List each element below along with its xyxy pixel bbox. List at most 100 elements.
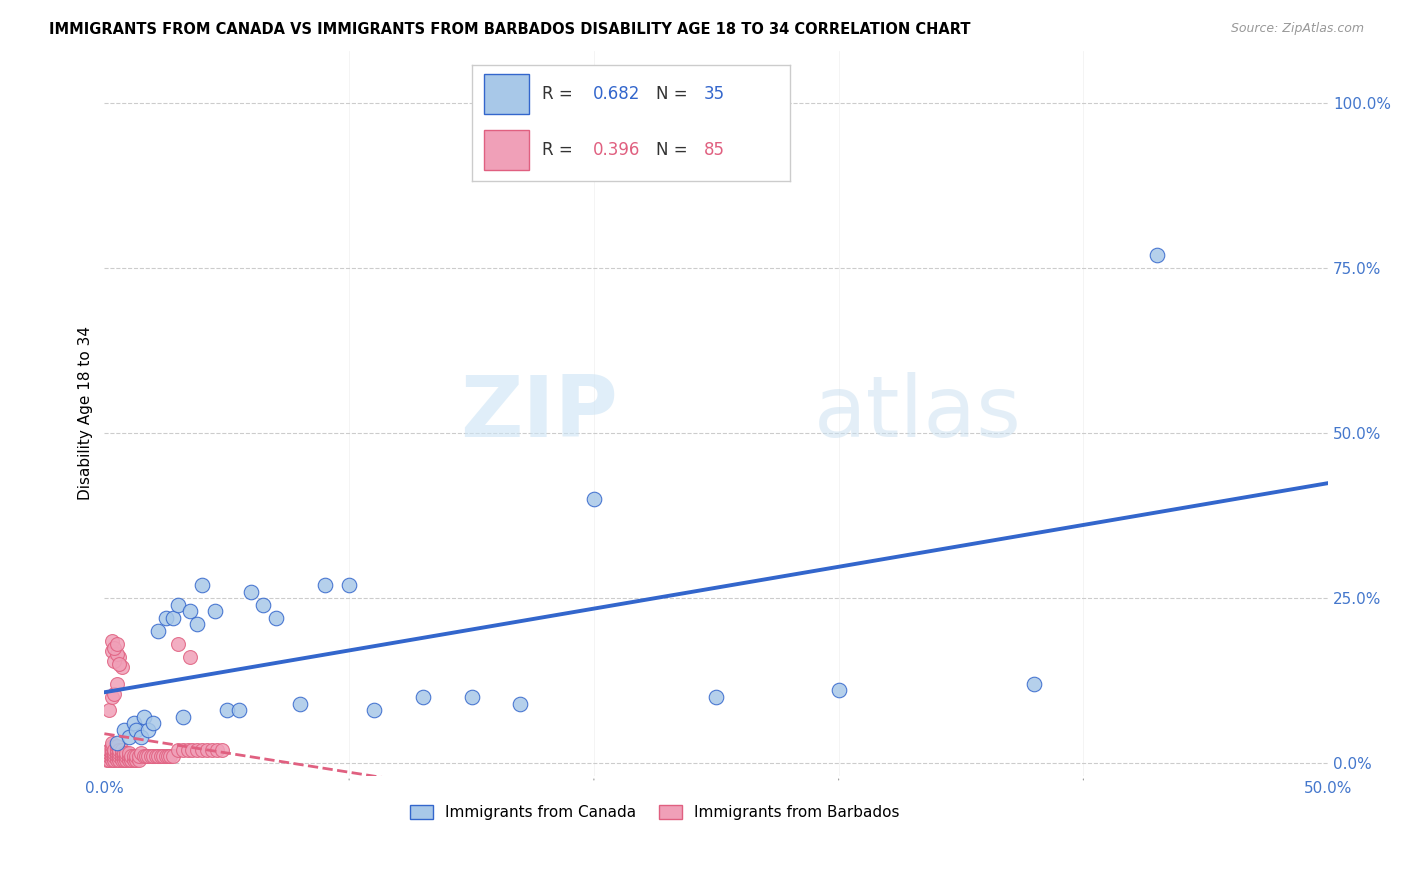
Point [460, 690, 482, 704]
Point [118, 730, 141, 744]
Point [1024, 677, 1046, 691]
Point [112, 746, 135, 760]
Point [142, 716, 165, 731]
Point [148, 749, 170, 764]
Point [105, 637, 128, 651]
Point [1146, 248, 1168, 262]
Point [215, 703, 238, 717]
Point [98, 703, 121, 717]
Point [125, 753, 148, 767]
Point [110, 743, 132, 757]
Text: Source: ZipAtlas.com: Source: ZipAtlas.com [1230, 22, 1364, 36]
Point [105, 677, 128, 691]
Point [118, 753, 141, 767]
Point [112, 753, 135, 767]
Point [155, 611, 177, 625]
Point [98, 746, 121, 760]
Point [152, 749, 174, 764]
Point [179, 604, 201, 618]
Point [172, 743, 194, 757]
Point [181, 743, 204, 757]
Point [195, 743, 218, 757]
Point [128, 749, 150, 764]
Point [125, 723, 148, 737]
Point [704, 690, 727, 704]
Point [100, 690, 122, 704]
Point [118, 746, 141, 760]
Point [100, 634, 122, 648]
Point [827, 683, 849, 698]
Point [115, 753, 138, 767]
Point [166, 598, 188, 612]
Point [98, 743, 121, 757]
Point [103, 687, 125, 701]
Text: IMMIGRANTS FROM CANADA VS IMMIGRANTS FROM BARBADOS DISABILITY AGE 18 TO 34 CORRE: IMMIGRANTS FROM CANADA VS IMMIGRANTS FRO… [49, 22, 970, 37]
Point [103, 654, 125, 668]
Point [509, 697, 531, 711]
Point [108, 746, 131, 760]
Point [100, 644, 122, 658]
Point [103, 743, 125, 757]
Point [211, 743, 233, 757]
Point [363, 703, 385, 717]
Point [205, 743, 228, 757]
Point [582, 492, 605, 507]
Point [108, 753, 131, 767]
Point [98, 753, 121, 767]
Point [115, 746, 138, 760]
Point [125, 749, 148, 764]
Point [100, 753, 122, 767]
Point [191, 743, 214, 757]
Point [105, 739, 128, 754]
Point [166, 743, 188, 757]
Text: atlas: atlas [814, 372, 1022, 455]
Point [172, 710, 194, 724]
Point [166, 637, 188, 651]
Point [290, 697, 312, 711]
Point [228, 703, 250, 717]
Point [118, 749, 141, 764]
Point [122, 753, 145, 767]
Point [110, 746, 132, 760]
Point [204, 604, 226, 618]
Point [105, 736, 128, 750]
Point [100, 746, 122, 760]
Point [135, 749, 157, 764]
Point [176, 743, 198, 757]
Point [103, 640, 125, 655]
Point [100, 739, 122, 754]
Point [148, 624, 170, 638]
Text: ZIP: ZIP [461, 372, 619, 455]
Point [132, 710, 155, 724]
Point [132, 749, 155, 764]
Point [240, 584, 263, 599]
Point [122, 716, 145, 731]
Point [314, 578, 336, 592]
Point [129, 746, 152, 760]
Point [108, 749, 131, 764]
Point [264, 611, 287, 625]
Point [105, 743, 128, 757]
Point [100, 749, 122, 764]
Point [108, 650, 131, 665]
Point [149, 749, 172, 764]
Point [120, 749, 142, 764]
Point [179, 650, 201, 665]
Point [138, 749, 160, 764]
Point [110, 660, 132, 674]
Point [252, 598, 274, 612]
Point [128, 753, 150, 767]
Point [139, 749, 162, 764]
Point [100, 743, 122, 757]
Point [129, 730, 152, 744]
Point [120, 753, 142, 767]
Point [110, 753, 132, 767]
Point [162, 611, 184, 625]
Point [155, 749, 177, 764]
Point [186, 743, 208, 757]
Point [112, 749, 135, 764]
Point [191, 578, 214, 592]
Y-axis label: Disability Age 18 to 34: Disability Age 18 to 34 [79, 326, 93, 500]
Point [108, 657, 131, 671]
Point [108, 743, 131, 757]
